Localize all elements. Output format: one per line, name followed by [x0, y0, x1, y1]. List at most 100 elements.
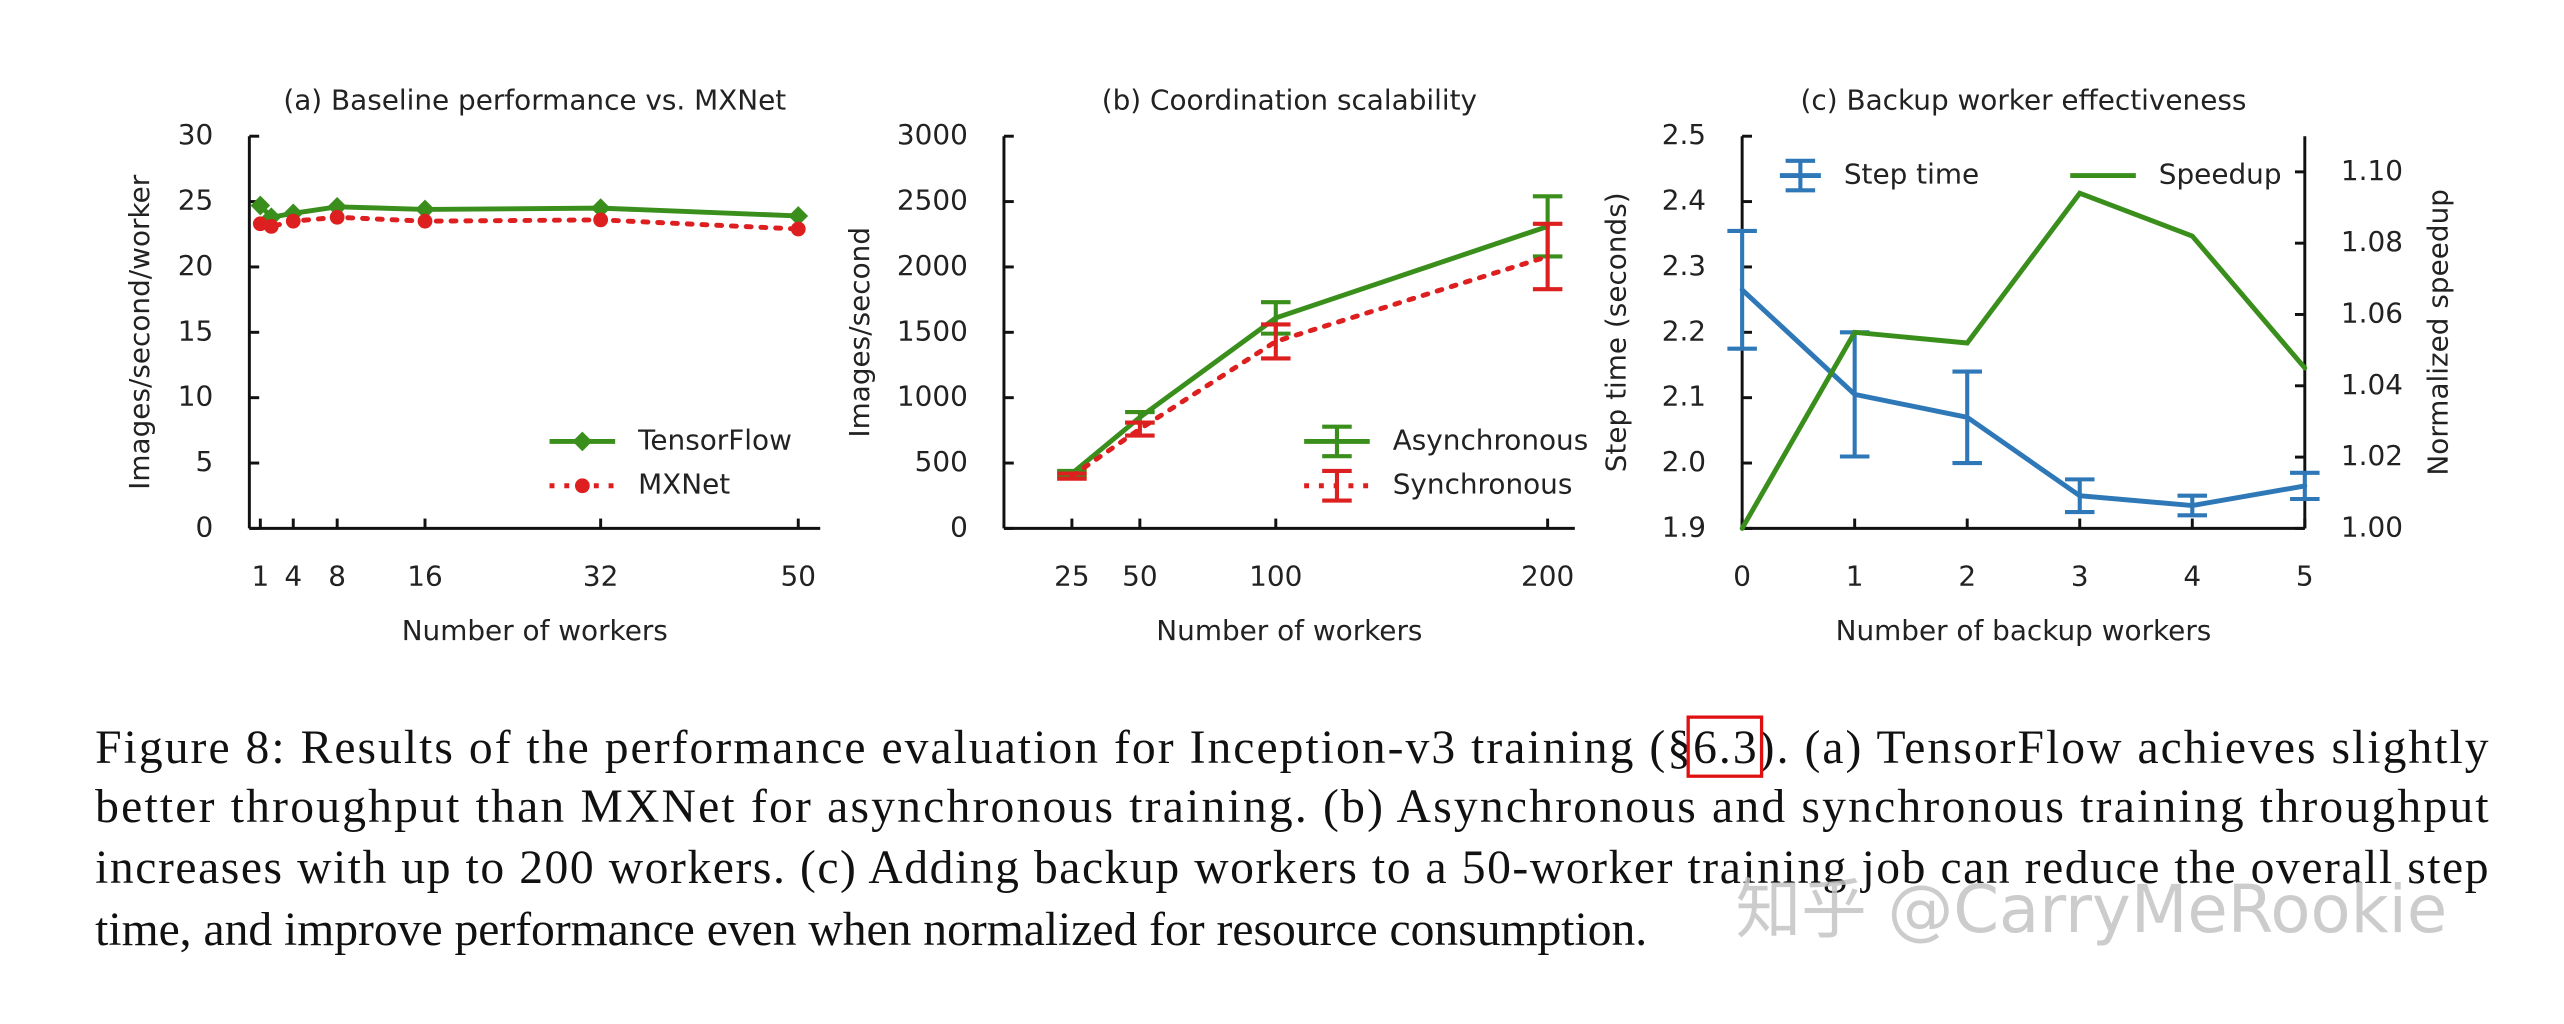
- marker: [329, 209, 345, 225]
- y-tick-label: 20: [178, 249, 213, 282]
- marker: [417, 213, 433, 229]
- marker: [263, 219, 279, 234]
- y-tick-label: 30: [178, 118, 213, 151]
- error-bar: [1952, 369, 1982, 466]
- caption-text: ). (a) TensorFlow achieves slightly: [1759, 722, 2489, 774]
- y-tick-label: 1000: [897, 380, 968, 413]
- y-axis-label: Step time (seconds): [1599, 192, 1632, 472]
- caption-line: time, and improve performance even when …: [95, 904, 1647, 956]
- marker: [285, 213, 301, 229]
- x-tick-label: 5: [2296, 560, 2314, 593]
- y-tick-label: 0: [196, 510, 214, 543]
- y-tick-label: 2.3: [1662, 249, 1706, 282]
- y-tick-label: 5: [196, 445, 214, 478]
- reference-highlight: [1686, 715, 1764, 778]
- marker: [574, 478, 590, 494]
- series-line: [1739, 190, 2308, 531]
- marker: [572, 431, 593, 452]
- legend-label: Asynchronous: [1393, 423, 1589, 456]
- legend-label: TensorFlow: [637, 423, 792, 456]
- error-bar: [1785, 158, 1816, 193]
- marker: [788, 206, 809, 226]
- x-tick-label: 16: [407, 560, 442, 593]
- x-tick-label: 200: [1521, 560, 1574, 593]
- x-axis-label: Number of backup workers: [1836, 614, 2212, 647]
- error-bar: [2290, 470, 2320, 502]
- caption-text: time, and improve performance even when …: [95, 904, 1647, 956]
- y-tick-label: 2.1: [1662, 380, 1706, 413]
- legend-label: MXNet: [638, 468, 730, 501]
- x-tick-label: 3: [2071, 560, 2089, 593]
- x-axis-label: Number of workers: [402, 614, 668, 647]
- x-tick-label: 1: [251, 560, 269, 593]
- chart-title: (b) Coordination scalability: [1102, 84, 1477, 117]
- x-tick-label: 25: [1054, 560, 1089, 593]
- series-line: [1069, 223, 1551, 476]
- legend-label: Speedup: [2159, 158, 2282, 191]
- x-tick-label: 0: [1733, 560, 1751, 593]
- error-bar: [1261, 322, 1291, 361]
- y-tick-label: 1.9: [1662, 510, 1706, 543]
- y2-tick-label: 1.02: [2341, 439, 2403, 472]
- x-tick-label: 4: [284, 560, 302, 593]
- y-tick-label: 15: [178, 314, 213, 347]
- x-tick-label: 50: [1122, 560, 1157, 593]
- y2-tick-label: 1.04: [2341, 368, 2403, 401]
- y2-tick-label: 1.08: [2341, 225, 2403, 258]
- caption-line: Figure 8: Results of the performance eva…: [95, 722, 2489, 774]
- caption-line: better throughput than MXNet for asynchr…: [95, 781, 2488, 833]
- watermark: 知乎 @CarryMeRookie: [1736, 872, 2448, 948]
- y2-tick-label: 1.06: [2341, 296, 2403, 329]
- y2-axis-label: Normalized speedup: [2421, 189, 2454, 476]
- x-tick-label: 2: [1958, 560, 1976, 593]
- caption-line: increases with up to 200 workers. (c) Ad…: [95, 842, 2488, 894]
- y-tick-label: 2.2: [1662, 314, 1706, 347]
- error-bar: [1727, 228, 1757, 351]
- series-line: [1739, 287, 2308, 509]
- marker: [415, 199, 435, 220]
- legend-label: Synchronous: [1393, 468, 1573, 501]
- x-tick-label: 4: [2183, 560, 2201, 593]
- y-tick-label: 0: [950, 510, 968, 543]
- x-tick-label: 32: [583, 560, 618, 593]
- x-tick-label: 1: [1846, 560, 1864, 593]
- y-tick-label: 2500: [897, 184, 968, 217]
- error-bar: [1322, 424, 1352, 459]
- legend-label: Step time: [1844, 158, 1979, 191]
- marker: [250, 195, 271, 216]
- x-tick-label: 100: [1249, 560, 1302, 593]
- caption-text: Figure 8: Results of the performance eva…: [95, 722, 1691, 774]
- error-bar: [2177, 493, 2208, 518]
- error-bar: [1322, 468, 1352, 503]
- y2-tick-label: 1.10: [2341, 154, 2403, 187]
- y-tick-label: 2.4: [1662, 184, 1706, 217]
- y-tick-label: 2.5: [1662, 118, 1706, 151]
- y-tick-label: 10: [178, 380, 213, 413]
- y-tick-label: 3000: [897, 118, 968, 151]
- x-tick-label: 50: [781, 560, 816, 593]
- y-axis-label: Images/second/worker: [123, 174, 156, 490]
- y-tick-label: 2.0: [1662, 445, 1706, 478]
- y-tick-label: 25: [178, 184, 213, 217]
- error-bar: [2064, 477, 2095, 515]
- caption-text: better throughput than MXNet for asynchr…: [95, 781, 2488, 833]
- error-bar: [1057, 471, 1087, 481]
- x-axis-label: Number of workers: [1156, 614, 1422, 647]
- marker: [790, 221, 806, 237]
- y-tick-label: 500: [915, 445, 968, 478]
- y2-tick-label: 1.00: [2341, 510, 2403, 543]
- x-tick-label: 8: [328, 560, 346, 593]
- error-bar: [1125, 420, 1155, 438]
- y-axis-label: Images/second: [843, 227, 876, 438]
- marker: [590, 198, 611, 218]
- marker: [593, 212, 609, 228]
- y-tick-label: 1500: [897, 314, 968, 347]
- caption-text: 6.3: [1693, 722, 1757, 774]
- chart-title: (c) Backup worker effectiveness: [1801, 84, 2247, 117]
- caption-text: increases with up to 200 workers. (c) Ad…: [95, 842, 2488, 894]
- error-bar: [1532, 221, 1563, 292]
- y-tick-label: 2000: [897, 249, 968, 282]
- series-line: [1069, 254, 1551, 479]
